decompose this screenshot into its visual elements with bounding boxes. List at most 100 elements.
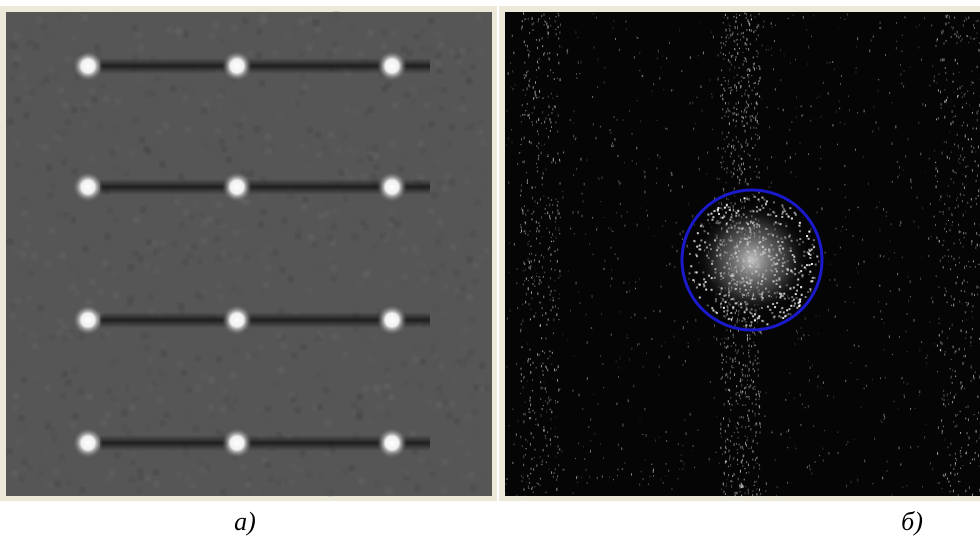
texture: [193, 426, 199, 432]
noise-dot: [547, 402, 548, 404]
noise-dot: [513, 88, 514, 90]
noise-dot: [747, 437, 748, 438]
noise-dot: [536, 76, 537, 78]
noise-dot: [535, 419, 536, 421]
noise-dot: [665, 475, 666, 476]
noise-dot: [512, 70, 513, 72]
texture: [442, 185, 448, 191]
texture: [337, 46, 343, 52]
spot: [73, 305, 103, 335]
noise-dot: [966, 185, 967, 186]
noise-dot: [739, 416, 740, 418]
texture: [136, 77, 142, 83]
noise-dot: [919, 394, 920, 396]
noise-dot: [943, 240, 944, 241]
noise-dot: [979, 437, 980, 438]
texture: [240, 163, 246, 169]
noise-dot: [720, 447, 721, 449]
noise-dot: [816, 97, 817, 98]
noise-dot: [549, 351, 550, 353]
noise-dot: [891, 142, 892, 145]
noise-dot: [721, 70, 722, 72]
noise-dot: [755, 158, 756, 160]
noise-dot: [854, 439, 855, 440]
noise-dot: [600, 126, 601, 128]
texture: [105, 412, 111, 418]
noise-dot: [952, 324, 953, 327]
noise-dot: [939, 334, 940, 336]
noise-dot: [537, 61, 538, 63]
texture: [331, 223, 337, 229]
noise-dot: [543, 276, 544, 278]
texture: [90, 126, 96, 132]
noise-dot: [546, 410, 547, 412]
noise-dot: [774, 318, 775, 320]
noise-dot: [576, 73, 577, 74]
noise-dot: [576, 77, 577, 79]
noise-dot: [944, 141, 945, 142]
noise-dot: [954, 17, 955, 19]
noise-dot: [639, 70, 640, 71]
noise-dot: [719, 463, 720, 464]
noise-dot: [962, 147, 963, 150]
texture: [201, 221, 207, 227]
noise-dot: [953, 81, 954, 83]
texture: [154, 268, 160, 274]
noise-dot: [609, 477, 610, 479]
texture: [219, 139, 225, 145]
noise-dot: [951, 255, 952, 257]
texture: [412, 246, 418, 252]
noise-dot: [549, 105, 550, 108]
noise-dot: [720, 428, 721, 431]
noise-dot: [753, 31, 754, 33]
noise-dot: [963, 121, 964, 123]
noise-dot: [754, 67, 755, 69]
noise-dot: [557, 379, 558, 382]
noise-dot: [817, 376, 818, 377]
noise-dot: [745, 107, 746, 108]
noise-dot: [763, 26, 764, 27]
noise-dot: [692, 279, 694, 281]
noise-dot: [528, 412, 529, 413]
noise-dot: [573, 390, 574, 392]
noise-dot: [787, 447, 788, 448]
noise-dot: [731, 64, 732, 66]
noise-dot: [903, 85, 904, 87]
noise-dot: [723, 88, 724, 90]
texture: [391, 30, 397, 36]
noise-dot: [958, 161, 959, 162]
noise-dot: [659, 436, 660, 438]
noise-dot: [874, 438, 875, 441]
noise-dot: [961, 290, 962, 292]
texture: [89, 300, 95, 306]
texture: [275, 266, 281, 272]
noise-dot: [729, 61, 730, 62]
noise-dot: [702, 109, 703, 112]
texture: [182, 259, 188, 265]
texture: [16, 438, 22, 444]
noise-dot: [683, 230, 684, 232]
texture: [260, 253, 266, 259]
noise-dot: [783, 109, 784, 111]
noise-dot: [626, 291, 627, 293]
noise-dot: [806, 29, 807, 31]
noise-dot: [957, 134, 958, 136]
noise-dot: [767, 167, 768, 170]
texture: [33, 44, 39, 50]
noise-dot: [857, 379, 858, 380]
noise-dot: [755, 119, 756, 121]
noise-dot: [616, 403, 617, 405]
texture: [116, 244, 122, 250]
noise-dot: [754, 332, 755, 334]
noise-dot: [720, 207, 722, 209]
noise-dot: [959, 230, 960, 233]
noise-dot: [516, 363, 517, 365]
noise-dot: [546, 462, 547, 464]
texture: [146, 149, 152, 155]
texture: [428, 18, 434, 24]
noise-dot: [962, 174, 963, 175]
noise-dot: [729, 458, 730, 461]
texture: [479, 255, 485, 261]
texture: [213, 128, 219, 134]
noise-dot: [521, 121, 522, 123]
